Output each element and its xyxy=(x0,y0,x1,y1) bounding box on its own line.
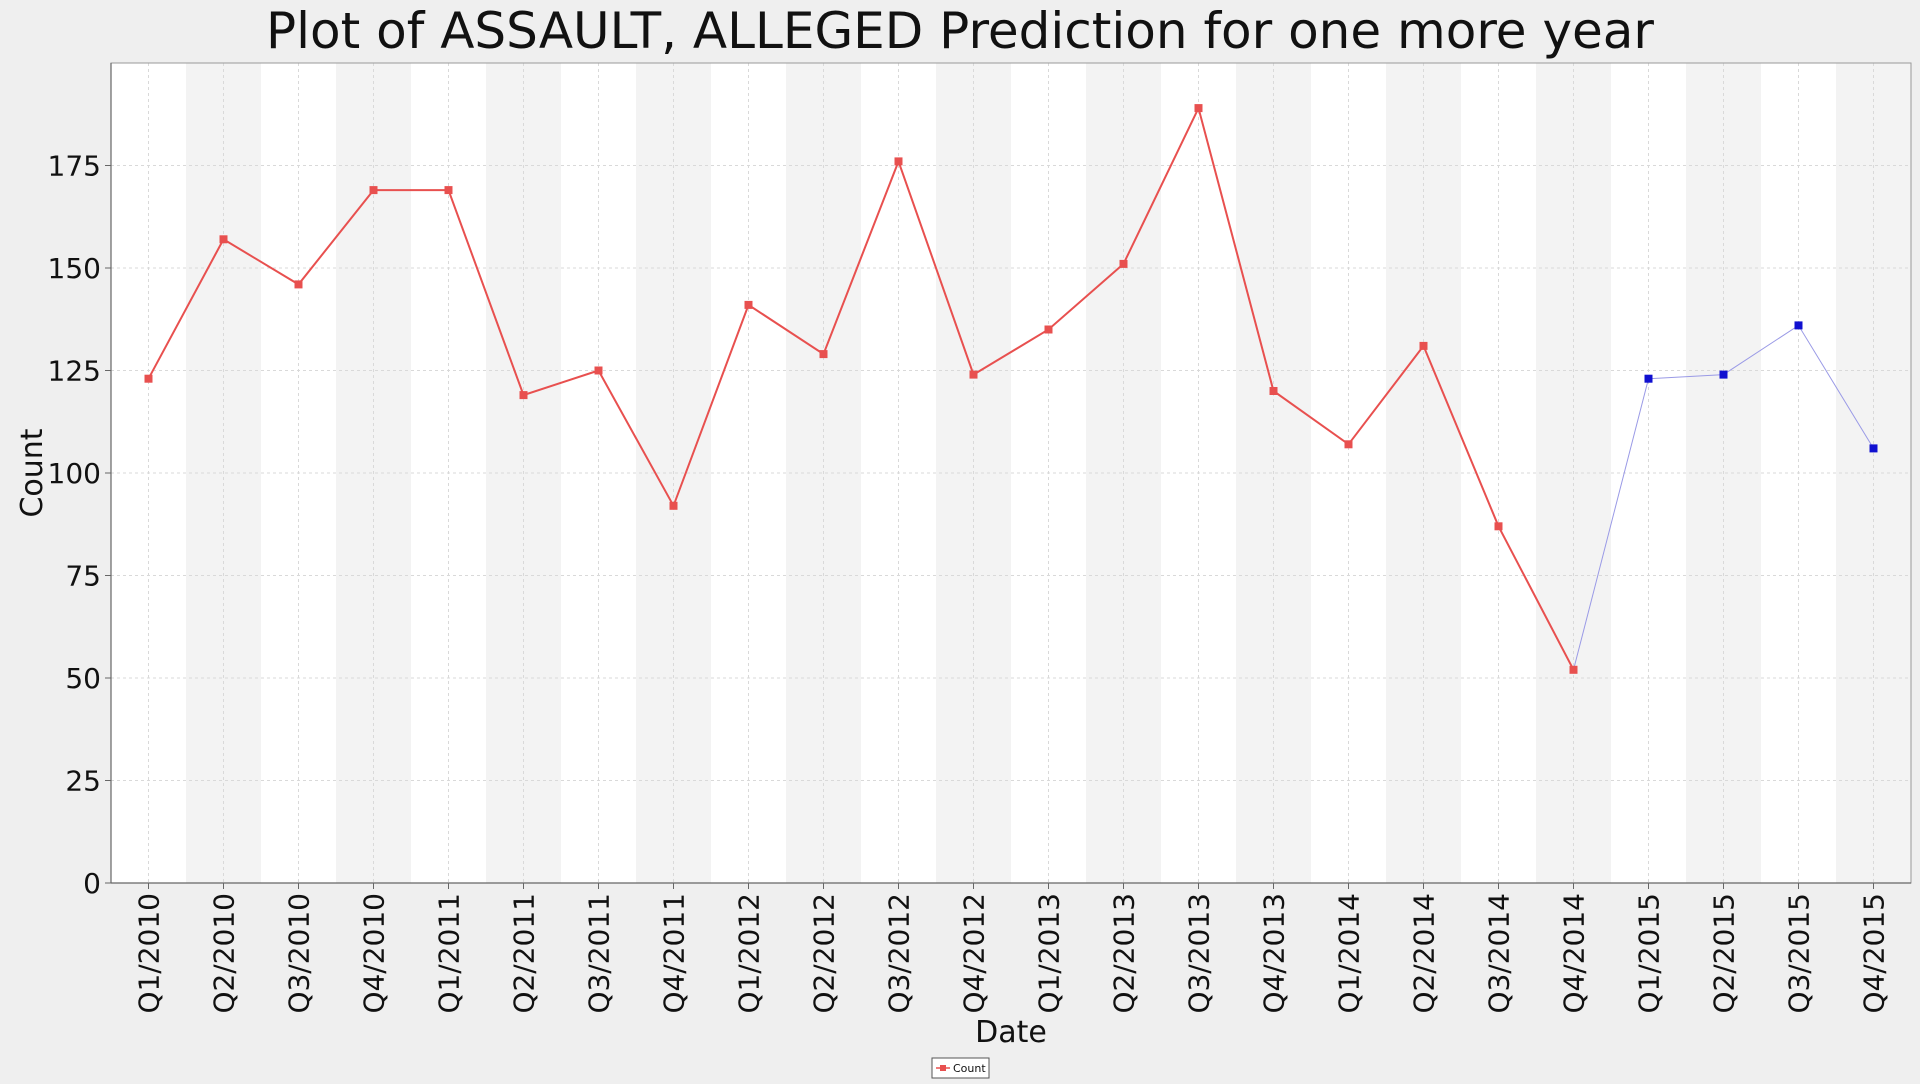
data-point-s0-6 xyxy=(594,366,603,375)
x-tick-label-17: Q2/2014 xyxy=(1408,893,1441,1014)
y-tick-label-0: 0 xyxy=(83,867,101,900)
x-tick-label-3: Q4/2010 xyxy=(358,893,391,1014)
x-tick-label-6: Q3/2011 xyxy=(583,893,616,1014)
x-tick-label-20: Q1/2015 xyxy=(1633,893,1666,1014)
data-point-s0-14 xyxy=(1194,104,1203,113)
data-point-s0-12 xyxy=(1044,325,1053,334)
x-tick-label-11: Q4/2012 xyxy=(958,893,991,1014)
x-tick-label-22: Q3/2015 xyxy=(1783,893,1816,1014)
x-tick-label-14: Q3/2013 xyxy=(1183,893,1216,1014)
data-point-s0-1 xyxy=(219,235,228,244)
data-point-s0-7 xyxy=(669,501,678,510)
x-tick-label-15: Q4/2013 xyxy=(1258,893,1291,1014)
chart-title: Plot of ASSAULT, ALLEGED Prediction for … xyxy=(266,2,1654,60)
x-tick-label-7: Q4/2011 xyxy=(658,893,691,1014)
legend-swatch-marker xyxy=(940,1065,946,1071)
data-point-s0-17 xyxy=(1419,341,1428,350)
data-point-s1-23 xyxy=(1869,444,1878,453)
x-tick-label-21: Q2/2015 xyxy=(1708,893,1741,1014)
y-axis-ticks: 0 25 50 75 100 125 150 175 xyxy=(48,150,111,900)
data-point-s0-4 xyxy=(444,186,453,195)
x-tick-label-0: Q1/2010 xyxy=(133,893,166,1014)
y-tick-label-50: 50 xyxy=(65,662,101,695)
data-point-s0-8 xyxy=(744,300,753,309)
data-point-s1-22 xyxy=(1794,321,1803,330)
data-point-s0-18 xyxy=(1494,522,1503,531)
data-point-s0-10 xyxy=(894,157,903,166)
data-point-s0-3 xyxy=(369,186,378,195)
x-tick-label-4: Q1/2011 xyxy=(433,893,466,1014)
y-tick-label-125: 125 xyxy=(48,355,101,388)
data-point-s1-20 xyxy=(1644,374,1653,383)
data-point-s0-15 xyxy=(1269,387,1278,395)
x-tick-label-10: Q3/2012 xyxy=(883,893,916,1014)
data-point-s0-13 xyxy=(1119,259,1128,268)
y-tick-label-25: 25 xyxy=(65,765,101,798)
x-tick-label-16: Q1/2014 xyxy=(1333,893,1366,1014)
x-tick-label-1: Q2/2010 xyxy=(208,893,241,1014)
x-tick-label-19: Q4/2014 xyxy=(1558,893,1591,1014)
x-tick-label-8: Q1/2012 xyxy=(733,893,766,1014)
y-tick-label-100: 100 xyxy=(48,457,101,490)
y-tick-label-75: 75 xyxy=(65,560,101,593)
data-point-s0-5 xyxy=(519,391,528,400)
gridlines xyxy=(111,63,1911,884)
data-point-s0-9 xyxy=(819,350,828,359)
data-point-s0-0 xyxy=(144,374,153,383)
x-axis-title: Date xyxy=(975,1015,1047,1050)
x-tick-label-13: Q2/2013 xyxy=(1108,893,1141,1014)
y-tick-label-175: 175 xyxy=(48,150,101,183)
x-tick-label-23: Q4/2015 xyxy=(1858,893,1891,1014)
y-axis-title: Count xyxy=(15,428,50,517)
data-point-s0-11 xyxy=(969,370,978,379)
data-point-s1-21 xyxy=(1719,370,1728,379)
y-tick-label-150: 150 xyxy=(48,252,101,285)
x-tick-label-5: Q2/2011 xyxy=(508,893,541,1014)
legend-box xyxy=(931,1057,990,1079)
legend: Count xyxy=(931,1057,990,1079)
series-line-0 xyxy=(147,105,1575,671)
x-tick-label-12: Q1/2013 xyxy=(1033,893,1066,1014)
data-point-s0-16 xyxy=(1344,440,1353,449)
legend-label: Count xyxy=(953,1062,986,1075)
x-axis-ticks: Q1/2010 Q2/2010 Q3/2010 Q4/2010 Q1/2011 Q2/20… xyxy=(133,883,1891,1014)
data-point-s0-19 xyxy=(1569,665,1578,674)
x-tick-label-2: Q3/2010 xyxy=(283,893,316,1014)
x-tick-label-18: Q3/2014 xyxy=(1483,893,1516,1014)
series-markers xyxy=(144,104,1878,674)
x-tick-label-9: Q2/2012 xyxy=(808,893,841,1014)
data-point-s0-2 xyxy=(294,280,303,289)
